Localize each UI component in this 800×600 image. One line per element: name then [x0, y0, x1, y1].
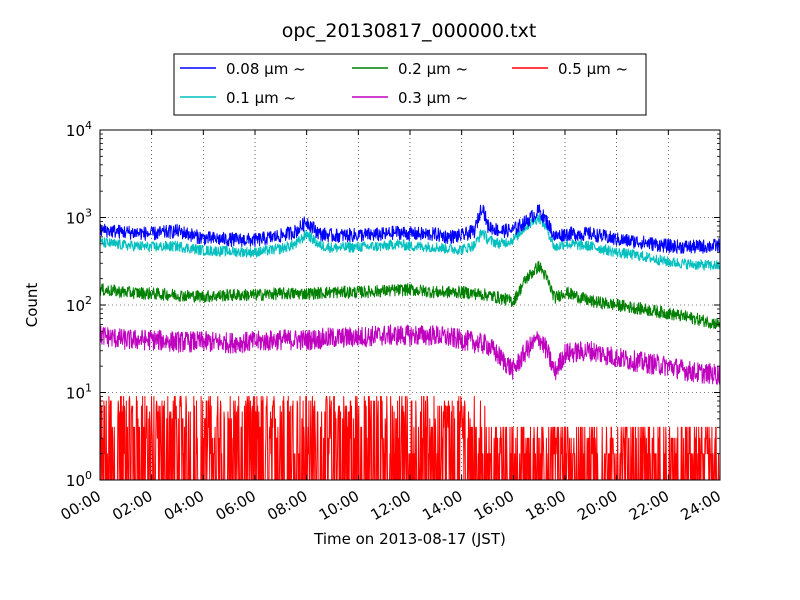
series-line: [99, 396, 721, 481]
y-tick-label: 103: [66, 207, 92, 228]
x-tick-label: 08:00: [264, 487, 310, 524]
x-axis-label: Time on 2013-08-17 (JST): [313, 530, 506, 548]
series-line: [99, 204, 721, 254]
legend-label: 0.5 μm ~: [558, 60, 628, 78]
x-tick-label: 24:00: [678, 487, 724, 524]
x-tick-label: 12:00: [368, 487, 414, 524]
x-tick-label: 22:00: [626, 487, 672, 524]
y-axis: 100 101 102 103 104: [66, 119, 720, 490]
y-axis-label: Count: [23, 283, 41, 328]
legend-label: 0.1 μm ~: [226, 89, 296, 107]
series-line: [99, 324, 721, 385]
x-tick-label: 10:00: [316, 487, 362, 524]
plot-area: [99, 204, 721, 481]
x-tick-label: 20:00: [574, 487, 620, 524]
x-tick-label: 00:00: [58, 487, 104, 524]
x-tick-label: 06:00: [213, 487, 259, 524]
x-tick-label: 04:00: [161, 487, 207, 524]
y-tick-label: 100: [66, 469, 92, 490]
legend-label: 0.3 μm ~: [398, 89, 468, 107]
series-line: [99, 213, 721, 271]
y-tick-label: 104: [66, 119, 92, 140]
x-tick-label: 14:00: [419, 487, 465, 524]
x-tick-label: 18:00: [523, 487, 569, 524]
legend-box: [173, 53, 647, 116]
series-line: [99, 260, 721, 330]
legend-label: 0.08 μm ~: [226, 60, 306, 78]
x-tick-label: 02:00: [109, 487, 155, 524]
legend: 0.08 μm ~ 0.1 μm ~ 0.2 μm ~ 0.3 μm ~ 0.5 μm …: [173, 53, 647, 116]
legend-label: 0.2 μm ~: [398, 60, 468, 78]
y-tick-label: 102: [66, 294, 92, 315]
chart-title: opc_20130817_000000.txt: [282, 20, 537, 42]
y-tick-label: 101: [66, 382, 92, 403]
x-tick-label: 16:00: [471, 487, 517, 524]
